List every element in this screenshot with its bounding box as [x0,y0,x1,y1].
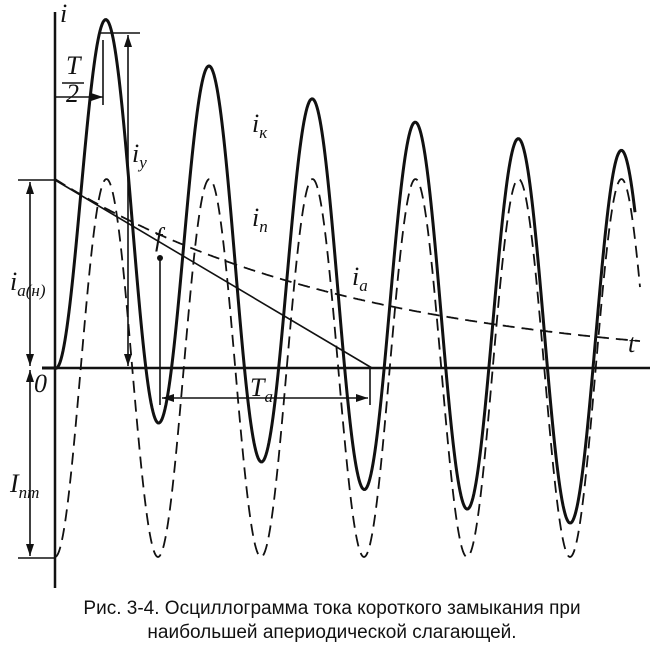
time-constant-label: Tа [250,373,273,406]
tangent-line [54,179,373,369]
label-sub: пm [19,483,40,502]
label-main: i [252,203,259,232]
periodic-current-label: iп [252,203,268,236]
label-sub: у [137,153,147,172]
label-main: i [252,109,259,138]
label-sub: п [259,217,268,236]
label-sub: а [264,387,273,406]
half-period-denominator: 2 [66,79,79,108]
aperiodic-current-label: iа [352,262,368,295]
label-sub: а [359,276,368,295]
periodic-amplitude-label: Iпm [9,469,39,502]
axes [42,12,650,588]
total-current-label: iк [252,109,268,142]
caption-line: Рис. 3-4. Осциллограмма тока короткого з… [83,598,580,619]
label-main: I [9,469,20,498]
caption-line: наибольшей апериодической слагающей. [147,622,516,643]
point-f [157,255,163,261]
label-sub: а(н) [17,281,46,300]
total-current-curve [42,18,637,525]
dimension-lines [18,32,373,559]
arrowhead [124,354,132,366]
point-label: f [155,223,166,252]
origin-label: 0 [34,369,47,398]
arrowhead [26,370,34,382]
periodic-curve [54,178,641,558]
aperiodic-initial-label: iа(н) [10,267,46,300]
arrowheads [26,35,368,556]
label-main: i [132,139,139,168]
arrowhead [26,182,34,194]
arrowhead [26,354,34,366]
label-main: i [352,262,359,291]
x-axis-label: t [628,329,636,358]
label-main: T [250,373,266,402]
arrowhead [356,394,368,402]
shock-current-label: iу [132,139,147,172]
y-axis-label: i [60,0,67,28]
arrowhead [124,35,132,47]
label-sub: к [259,123,268,142]
half-period-numerator: T [66,51,82,80]
arrowhead [26,544,34,556]
arrowhead [91,93,103,101]
label-main: i [10,267,17,296]
aperiodic-curve [54,178,641,342]
